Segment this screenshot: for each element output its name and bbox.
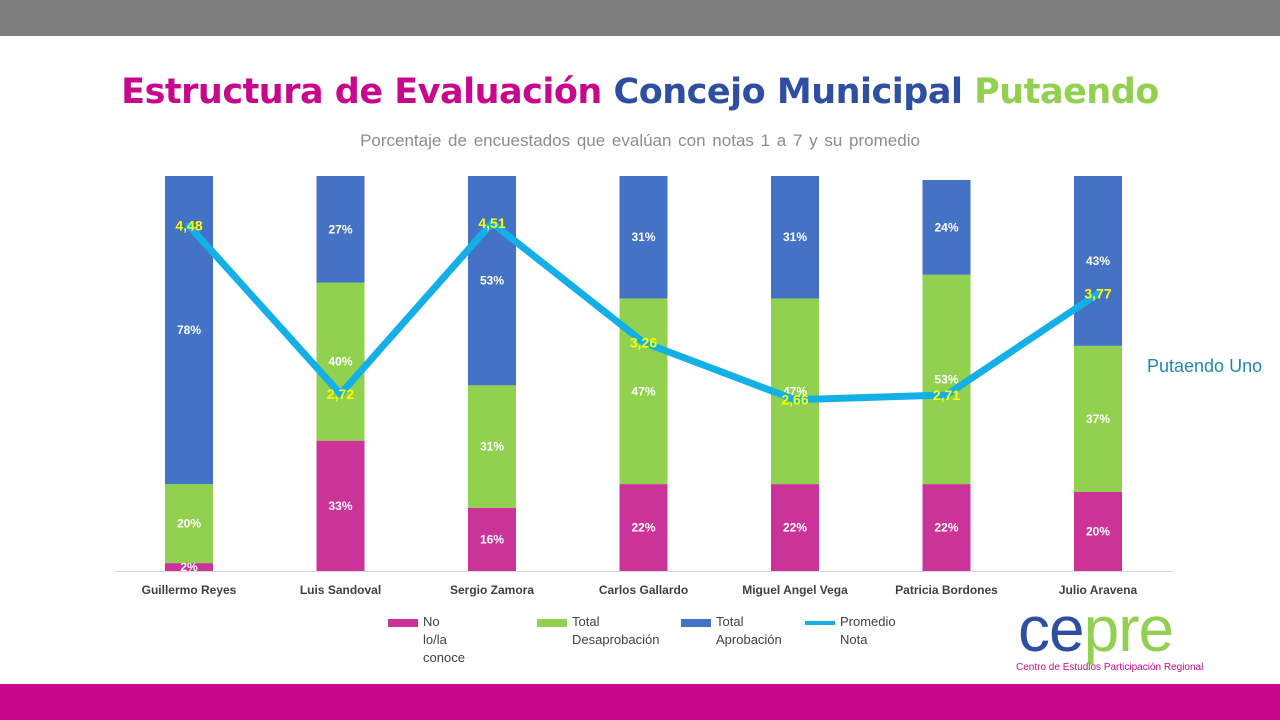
bar-segment <box>165 563 213 571</box>
promedio-point <box>793 397 797 402</box>
legend-label-aprobacion: Total Aprobación <box>716 613 782 649</box>
title-part-1: Estructura de Evaluación <box>121 72 602 112</box>
bar-value-label: 31% <box>783 230 807 244</box>
bar-value-label: 31% <box>480 440 504 454</box>
promedio-value-label: 3,77 <box>1084 286 1111 302</box>
legend-swatch-no-conoce <box>388 619 418 627</box>
bar-value-label: 37% <box>1086 412 1110 426</box>
bar-segment <box>316 440 365 571</box>
legend-swatch-desaprobacion <box>537 619 567 627</box>
bar-segment <box>771 484 819 571</box>
bar-value-label: 33% <box>328 499 352 513</box>
promedio-value-label: 2,72 <box>327 386 354 402</box>
promedio-value-label: 2,66 <box>781 392 808 408</box>
promedio-value-label: 3,26 <box>630 334 657 350</box>
bar-value-label: 24% <box>934 220 958 234</box>
chart-subtitle: Porcentaje de encuestados que evalúan co… <box>360 131 920 150</box>
bar-segment <box>316 176 365 283</box>
logo-wordmark: cepre <box>1018 592 1174 666</box>
bar-segment <box>1074 176 1122 346</box>
bar-segment <box>468 176 516 386</box>
legend-text: No lo/la conoce <box>423 614 465 665</box>
legend-text: Desaprobación <box>572 632 660 647</box>
bar-segment <box>619 176 668 299</box>
bar-value-label: 2% <box>180 560 198 574</box>
bar-value-label: 53% <box>934 372 958 386</box>
x-tick-label: Luis Sandoval <box>300 583 381 597</box>
promedio-point <box>1096 291 1100 296</box>
bar-value-label: 27% <box>328 222 352 236</box>
bar-segment <box>922 274 971 485</box>
logo-tagline: Centro de Estudios Participación Regiona… <box>1016 662 1204 673</box>
bar-segment <box>619 484 668 571</box>
bar-value-label: 22% <box>631 521 655 535</box>
promedio-point <box>490 220 494 225</box>
promedio-point <box>944 392 949 397</box>
legend-label-desaprobacion: Total Desaprobación <box>572 613 659 649</box>
legend-text: Aprobación <box>716 632 782 647</box>
legend-label-promedio: Promedio Nota <box>840 613 896 649</box>
bar-value-label: 47% <box>631 384 655 398</box>
bar-value-label: 20% <box>177 517 201 531</box>
bar-value-label: 22% <box>783 521 807 535</box>
top-band <box>0 0 1280 36</box>
bar-segment <box>922 484 971 571</box>
page-title: Estructura de Evaluación Concejo Municip… <box>0 72 1280 112</box>
bar-segment <box>468 385 516 508</box>
promedio-value-label: 4,51 <box>478 215 505 231</box>
promedio-value-label: 4,48 <box>175 218 202 234</box>
bar-segment <box>922 179 971 275</box>
bar-segment <box>165 484 213 564</box>
bar-value-label: 20% <box>1086 525 1110 539</box>
bar-value-label: 43% <box>1086 254 1110 268</box>
legend-swatch-aprobacion <box>681 619 711 627</box>
bottom-band <box>0 684 1280 720</box>
bar-segment <box>771 176 819 299</box>
bar-value-label: 53% <box>480 274 504 288</box>
x-tick-label: Guillermo Reyes <box>142 583 237 597</box>
cepre-logo: cepre Centro de Estudios Participación R… <box>1016 593 1216 680</box>
legend-text: Nota <box>840 632 868 647</box>
bar-value-label: 31% <box>631 230 655 244</box>
logo-pre: pre <box>1083 593 1174 665</box>
bar-segment <box>1074 345 1122 492</box>
promedio-value-label: 2,71 <box>933 387 960 403</box>
legend-text: Total <box>572 614 600 629</box>
legend-text: Total <box>716 614 744 629</box>
promedio-point <box>641 340 646 345</box>
bar-segment <box>468 507 516 571</box>
legend-swatch-promedio <box>805 621 835 625</box>
x-tick-label: Patricia Bordones <box>895 583 998 597</box>
x-tick-label: Miguel Angel Vega <box>742 583 848 597</box>
promedio-point <box>187 223 191 228</box>
bar-segment <box>316 282 365 441</box>
promedio-point <box>338 392 343 396</box>
x-tick-label: Carlos Gallardo <box>599 583 688 597</box>
x-tick-label: Julio Aravena <box>1059 583 1138 597</box>
title-part-2: Concejo Municipal <box>613 72 963 112</box>
bar-value-label: 40% <box>328 355 352 369</box>
bar-value-label: 16% <box>480 532 504 546</box>
legend-text: Promedio <box>840 614 896 629</box>
x-tick-label: Sergio Zamora <box>450 583 534 597</box>
logo-ce: ce <box>1018 593 1085 665</box>
bar-segment <box>1074 492 1122 571</box>
side-note: Putaendo Uno <box>1147 356 1263 376</box>
legend-label-no-conoce: No lo/la conoce <box>423 613 465 667</box>
bar-value-label: 22% <box>934 521 958 535</box>
title-part-3: Putaendo <box>974 72 1159 112</box>
bar-value-label: 78% <box>177 323 201 337</box>
